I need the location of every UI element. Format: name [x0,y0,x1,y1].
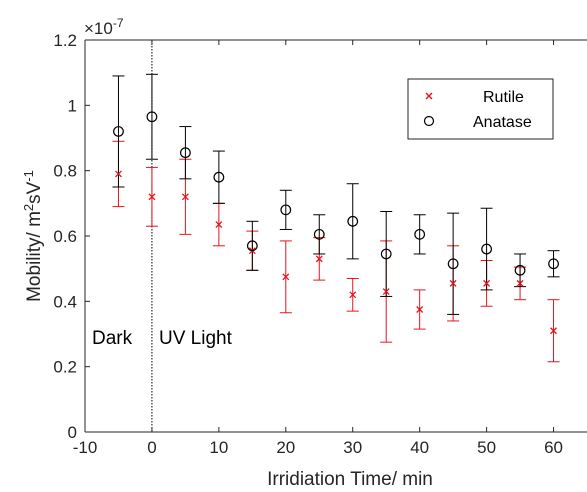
x-tick-label: 30 [343,438,362,457]
y-tick-label: 0.8 [53,162,77,181]
annotation-dark: Dark [92,328,133,349]
error-bars [112,73,560,363]
y-exponent-prefix: ×10 [84,19,113,38]
y-tick-label: 0.4 [53,292,77,311]
data-point-anatase [548,258,559,270]
data-point-anatase [280,204,292,216]
y-tick-label: 1 [68,96,77,115]
x-tick-label: -10 [73,438,98,457]
x-tick-label: 50 [477,438,496,457]
data-point-anatase [414,228,426,240]
legend: Rutile Anatase [407,78,554,140]
y-tick-label: 0.6 [53,227,77,246]
data-point-anatase [514,264,526,276]
data-point-anatase [179,147,191,159]
annotation-uv-light: UV Light [159,328,233,349]
x-tick-label: 60 [544,438,563,457]
data-point-rutile [115,170,122,178]
legend-marker-anatase [423,115,435,127]
data-point-rutile [215,221,223,229]
data-point-anatase [447,258,459,270]
data-point-rutile [550,327,557,335]
y-axis-title-main: Mobility/ m [24,211,45,302]
data-point-rutile [282,273,290,281]
x-tick-label: 40 [410,438,429,457]
legend-marker-rutile [425,92,433,100]
y-axis-title-sup2: -1 [21,170,36,182]
data-point-anatase [313,228,325,240]
y-axis-title: Mobility/ m2sV-1 [21,170,45,302]
y-exponent-label: ×10-7 [84,16,124,38]
y-axis-title-mid: sV [24,181,45,204]
data-point-rutile [483,279,491,287]
y-tick-label: 0.2 [53,358,77,377]
data-point-rutile [148,193,156,201]
data-point-rutile [449,279,457,287]
data-point-anatase [246,240,258,252]
y-tick-label: 1.2 [53,31,77,50]
data-point-anatase [347,215,359,227]
tick-marks [84,39,555,433]
y-exponent-power: -7 [113,16,124,30]
data-point-anatase [481,243,493,255]
legend-label-rutile: Rutile [483,89,524,106]
data-point-rutile [349,291,357,299]
x-tick-label: 20 [276,438,295,457]
data-point-rutile [416,306,424,313]
x-tick-label: 10 [209,438,228,457]
data-point-anatase [380,248,392,260]
data-point-anatase [113,126,124,137]
x-axis-title: Irridiation Time/ min [267,469,433,490]
y-tick-label: 0 [68,423,77,442]
y-axis-title-sup1: 2 [21,204,36,211]
data-point-anatase [146,111,158,123]
legend-label-anatase: Anatase [473,114,532,131]
data-point-rutile [315,255,323,263]
data-point-rutile [181,193,189,201]
data-point-rutile [382,288,390,295]
legend-box [407,78,554,140]
data-point-rutile [516,279,524,287]
data-point-anatase [213,171,225,183]
data-markers [113,111,559,335]
x-tick-label: 0 [147,438,156,457]
